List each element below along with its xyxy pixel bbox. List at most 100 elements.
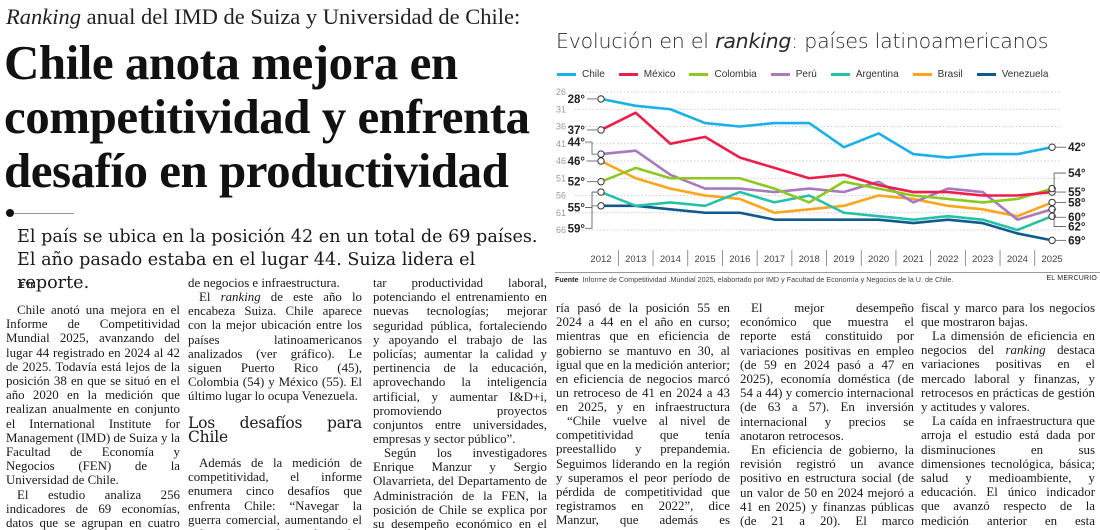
divider-line <box>6 213 74 214</box>
label-leader <box>585 141 597 155</box>
start-value-label: 37° <box>568 125 586 137</box>
x-tick-label: 2021 <box>903 254 924 265</box>
start-point-marker <box>597 126 605 134</box>
source-label: Fuente <box>555 275 579 284</box>
paragraph: El estudio analiza 256 indicadores de 69… <box>6 487 180 530</box>
start-value-label: 44° <box>568 137 586 149</box>
paragraph: Además de la medición de competitividad,… <box>188 456 362 530</box>
y-tick-label: 66 <box>556 225 566 235</box>
paragraph: El mejor desempeño económico que muestra… <box>740 301 914 443</box>
series-line-venezuela <box>601 204 1053 242</box>
label-leader <box>585 205 597 229</box>
legend-item-venezuela: Venezuela <box>976 69 1049 80</box>
series-line-colombia <box>600 166 1053 204</box>
label-leader <box>1053 172 1067 189</box>
legend-swatch-icon <box>912 73 932 76</box>
article-column-2: de negocios e infraestructura. El rankin… <box>188 276 362 530</box>
chart-legend: Chile México Colombia Perú Argentina Brasil Ve… <box>557 69 1062 80</box>
subtitle-lede: El país se ubica en la posición 42 en un… <box>17 227 538 293</box>
x-tick-label: 2018 <box>799 254 820 265</box>
series-line-brasil <box>600 159 1053 218</box>
legend-swatch-icon <box>976 73 996 76</box>
legend-item-perú: Perú <box>770 69 817 80</box>
chart-title: Evolución en el ranking: países latinoam… <box>556 29 1049 53</box>
x-tick-label: 2023 <box>972 254 993 265</box>
label-leader <box>585 191 597 208</box>
chart-source: Fuente Informe de Competitividad .Mundia… <box>555 275 1100 284</box>
start-point-marker <box>597 188 605 196</box>
paragraph-continuation: tar productividad laboral, potenciando e… <box>373 276 547 446</box>
legend-label: México <box>643 69 676 80</box>
x-tick-label: 2014 <box>660 254 681 265</box>
start-value-label: 59° <box>568 223 586 235</box>
y-tick-label: 26 <box>556 87 566 97</box>
end-point-marker <box>1048 198 1056 207</box>
legend-item-colombia: Colombia <box>689 69 757 80</box>
byline: EYN <box>20 281 36 290</box>
paragraph: Según los investigadores Enrique Manzur … <box>373 446 547 530</box>
paragraph-continuation: fiscal y marco para los negocios que mos… <box>921 301 1095 329</box>
article-column-3: tar productividad laboral, potenciando e… <box>373 276 547 530</box>
start-point-marker <box>597 202 605 210</box>
paragraph-continuation: ría pasó de la posición 55 en 2024 a 44 … <box>556 301 730 414</box>
end-value-label: 60° <box>1068 212 1086 224</box>
y-tick-label: 51 <box>556 173 566 183</box>
paragraph: “Chile vuelve al nivel de competitividad… <box>556 414 730 530</box>
start-point-marker <box>597 157 605 165</box>
x-tick-label: 2019 <box>833 254 854 265</box>
end-value-label: 54° <box>1068 168 1086 180</box>
legend-label: Colombia <box>714 69 757 80</box>
bullet-dot-icon <box>6 209 14 217</box>
legend-item-argentina: Argentina <box>830 69 899 80</box>
legend-label: Chile <box>582 69 605 80</box>
series-line-méxico <box>600 111 1053 197</box>
start-point-marker <box>597 178 605 186</box>
article-column-1: Chile anotó una mejora en el Informe de … <box>6 303 180 530</box>
legend-swatch-icon <box>770 73 790 76</box>
start-point-marker <box>597 95 605 103</box>
legend-item-brasil: Brasil <box>912 69 963 80</box>
legend-swatch-icon <box>557 73 576 76</box>
article-column-4: ría pasó de la posición 55 en 2024 a 44 … <box>556 301 730 530</box>
x-tick-label: 2020 <box>868 254 889 265</box>
legend-swatch-icon <box>830 73 850 76</box>
article-column-5: El mejor desempeño económico que muestra… <box>740 301 914 530</box>
label-leader <box>1053 215 1067 227</box>
x-tick-label: 2024 <box>1007 254 1028 265</box>
legend-item-méxico: México <box>618 69 676 80</box>
x-tick-label: 2015 <box>695 254 716 265</box>
y-tick-label: 36 <box>556 122 566 132</box>
legend-swatch-icon <box>689 73 709 76</box>
section-subhead: Los desafíos para Chile <box>188 413 362 446</box>
legend-label: Venezuela <box>1001 69 1049 80</box>
publication-brand: EL MERCURIO <box>1046 275 1097 282</box>
start-point-marker <box>597 150 605 158</box>
x-tick-label: 2017 <box>764 254 785 265</box>
x-tick-label: 2016 <box>729 254 750 265</box>
paragraph: En eficiencia de gobierno, la revisión r… <box>740 443 914 530</box>
paragraph: El ranking de este año lo encabeza Suiza… <box>188 290 362 404</box>
end-value-label: 55° <box>1068 187 1086 199</box>
paragraph: La caída en infraestructura que arroja e… <box>921 414 1095 530</box>
y-tick-label: 31 <box>556 104 566 114</box>
kicker-text: anual del IMD de Suiza y Universidad de … <box>80 4 521 29</box>
start-value-label: 28° <box>568 94 586 106</box>
y-tick-label: 41 <box>556 139 566 149</box>
end-value-label: 42° <box>1068 142 1086 154</box>
start-value-label: 46° <box>568 156 586 168</box>
start-value-label: 55° <box>568 203 586 215</box>
y-tick-label: 56 <box>556 191 566 201</box>
source-text: Informe de Competitividad .Mundial 2025,… <box>582 275 954 284</box>
legend-swatch-icon <box>618 73 638 76</box>
paragraph: Chile anotó una mejora en el Informe de … <box>6 303 180 488</box>
headline: Chile anota mejora en competitividad y e… <box>4 35 530 198</box>
legend-item-chile: Chile <box>557 69 605 80</box>
line-chart: 26 31 36 41 46 51 56 61 66 2012 2013 2014 2015 2016 20… <box>556 87 1086 266</box>
y-tick-label: 46 <box>556 156 566 166</box>
kicker: Ranking anual del IMD de Suiza y Univers… <box>6 4 520 30</box>
x-tick-label: 2025 <box>1042 254 1063 265</box>
legend-label: Argentina <box>855 69 899 80</box>
x-tick-label: 2013 <box>625 254 646 265</box>
paragraph-continuation: de negocios e infraestructura. <box>188 276 340 290</box>
paragraph: La dimensión de eficiencia en negocios d… <box>921 329 1095 415</box>
